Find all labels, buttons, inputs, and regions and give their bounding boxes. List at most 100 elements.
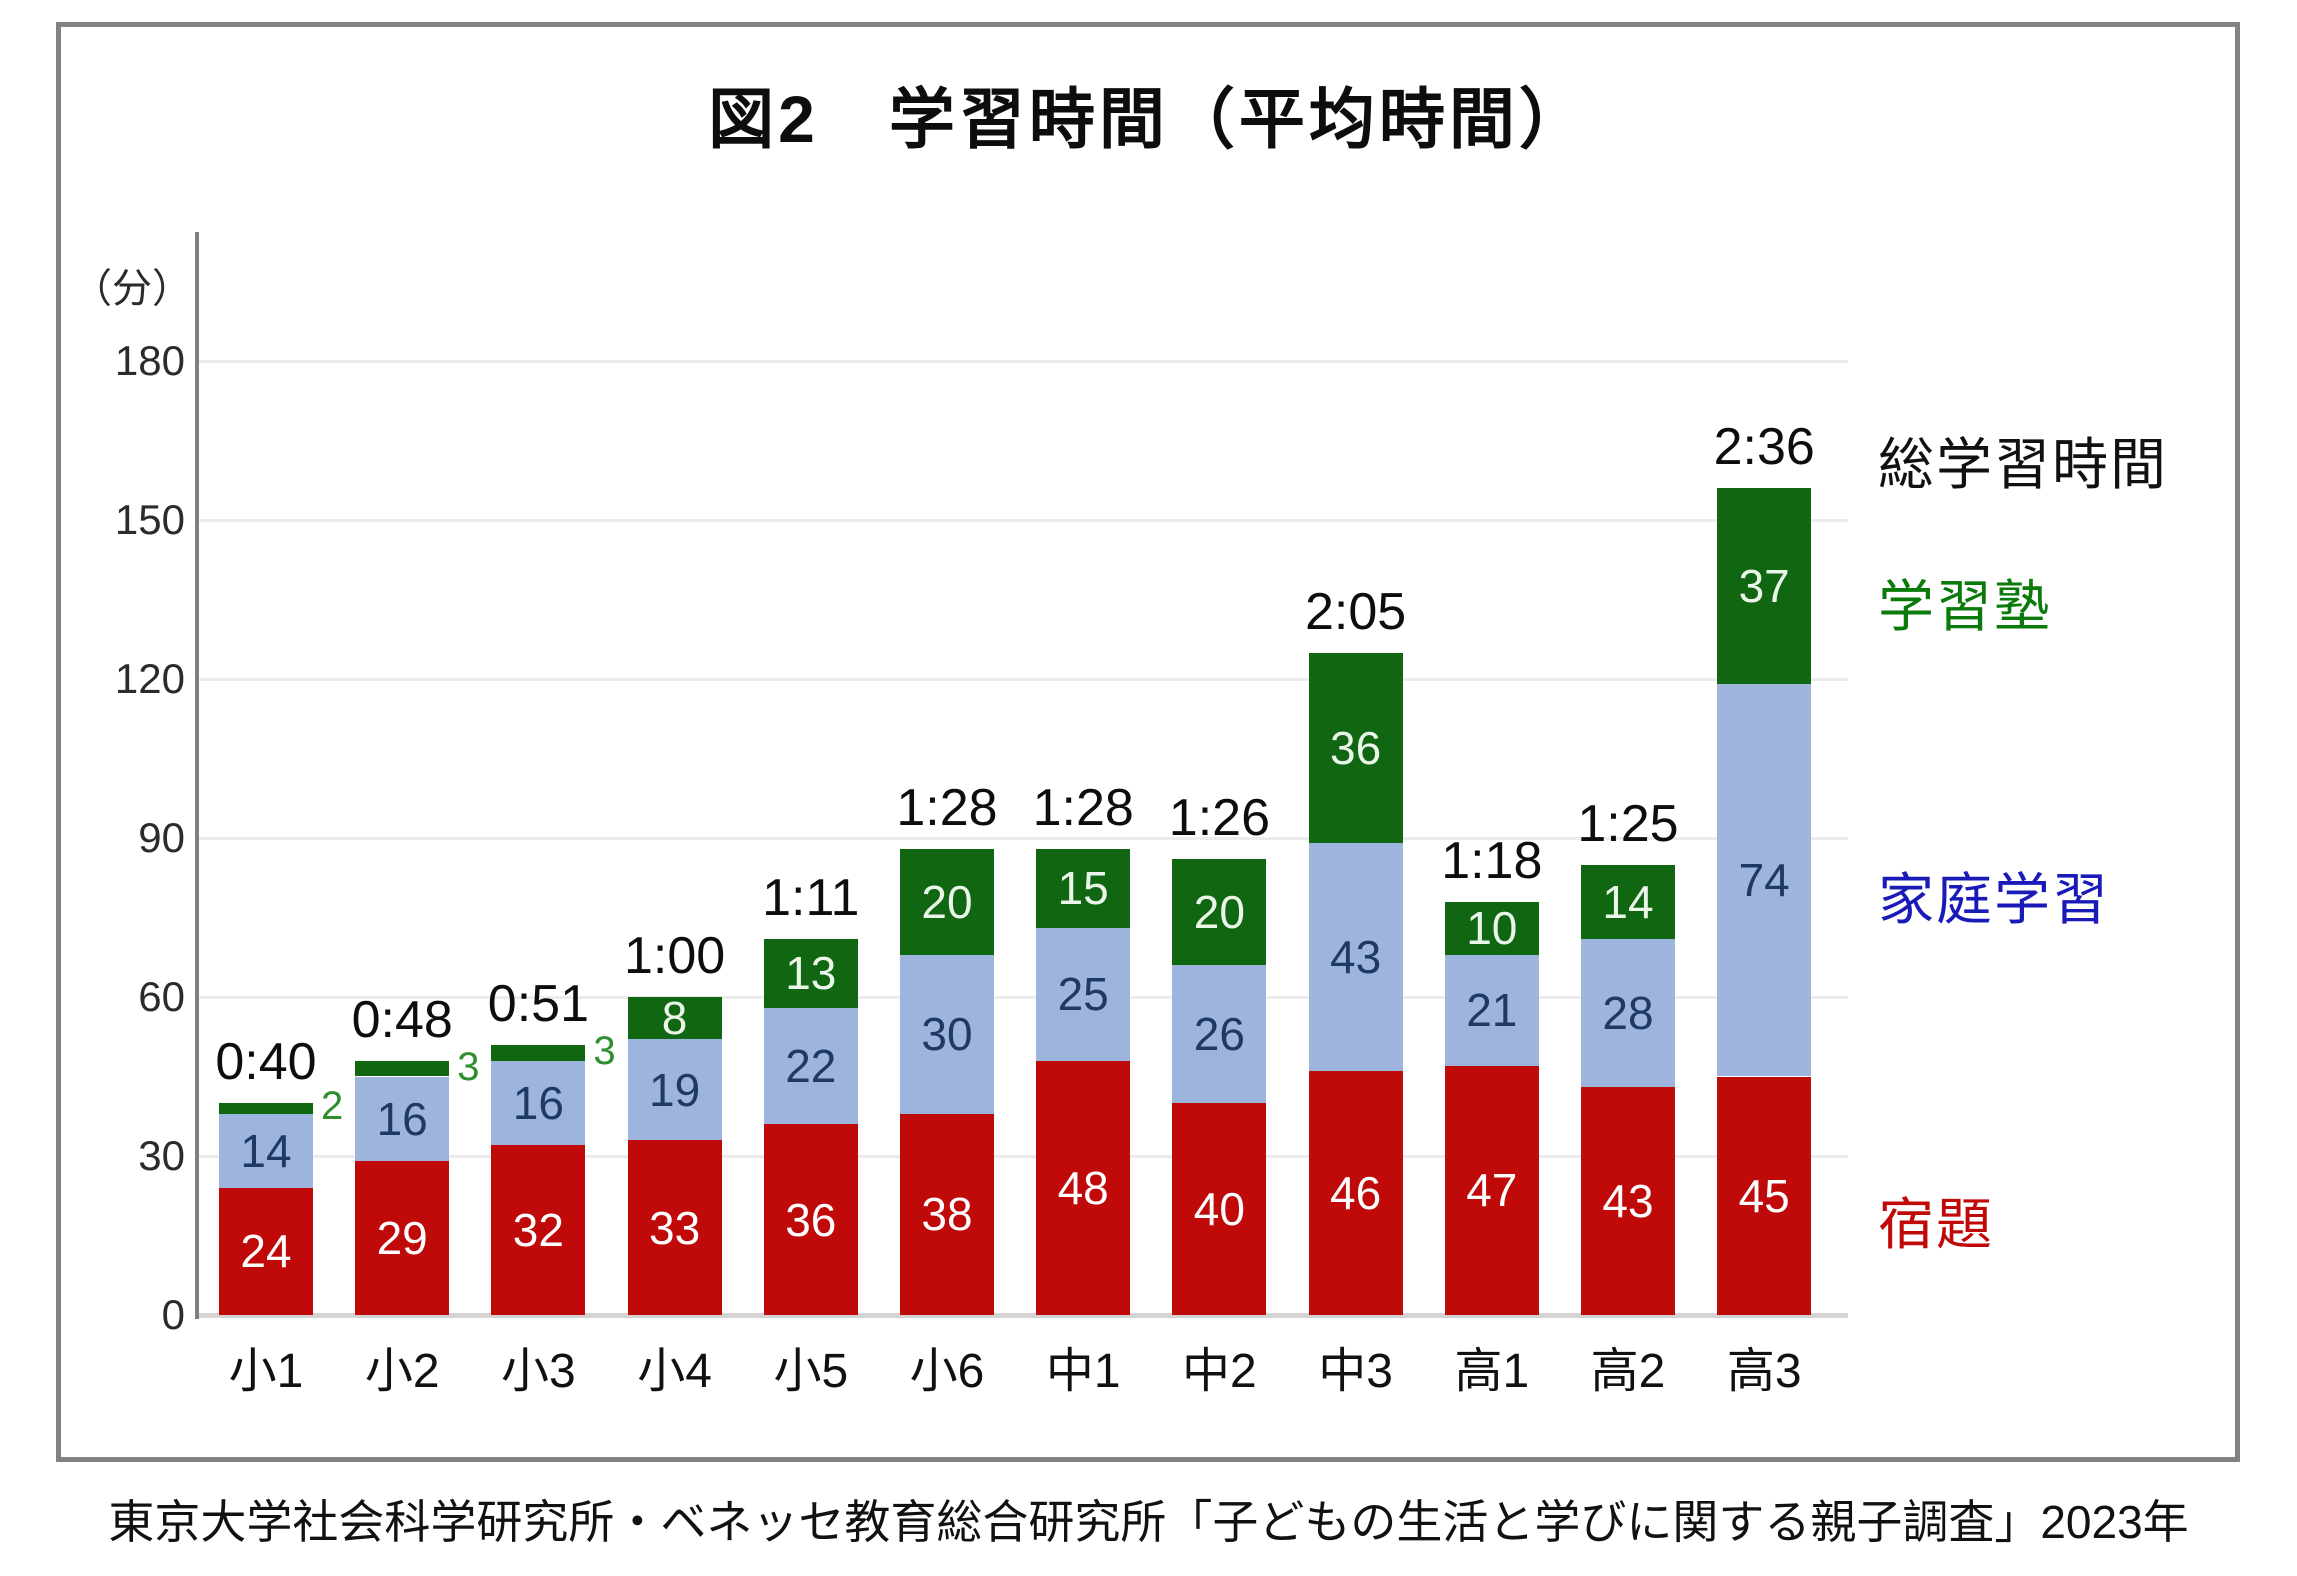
home-study-value-label: 14 [240, 1124, 292, 1177]
juku-value-label: 36 [1330, 721, 1382, 774]
total-time-label: 2:05 [1304, 582, 1407, 641]
total-time-label: 1:28 [896, 778, 998, 837]
x-tick-label: 小3 [501, 1345, 576, 1398]
x-tick-label: 高3 [1726, 1345, 1802, 1398]
juku-segment [1581, 864, 1675, 939]
gridline [198, 837, 1848, 840]
homework-value-label: 46 [1330, 1167, 1382, 1220]
x-axis-line [198, 1313, 1848, 1318]
juku-value-label: 10 [1466, 902, 1518, 955]
y-tick-label: 120 [114, 655, 185, 702]
homework-segment [1717, 1076, 1812, 1315]
home-study-value-label: 28 [1602, 986, 1654, 1039]
total-time-label: 1:28 [1032, 778, 1134, 837]
homework-segment [1308, 1071, 1403, 1315]
homework-value-label: 36 [785, 1193, 837, 1246]
juku-segment [1717, 488, 1812, 685]
home-study-segment [1172, 965, 1267, 1103]
juku-segment [1308, 652, 1403, 844]
y-axis-unit-label: （分） [72, 267, 192, 311]
juku-segment [1036, 848, 1131, 929]
source-note: 東京大学社会科学研究所・ベネッセ教育総合研究所「子どもの生活と学びに関する親子調… [108, 1496, 2189, 1548]
home-study-value-label: 16 [512, 1077, 564, 1129]
x-tick-label: 高1 [1454, 1345, 1530, 1398]
homework-value-label: 47 [1466, 1164, 1518, 1217]
x-tick-label: 小4 [637, 1345, 712, 1398]
juku-value-label: 13 [785, 947, 837, 1000]
y-tick-label: 0 [161, 1291, 185, 1338]
total-time-label: 1:26 [1168, 789, 1270, 848]
homework-value-label: 45 [1738, 1169, 1790, 1222]
x-tick-label: 小2 [364, 1345, 440, 1398]
homework-segment [1036, 1060, 1131, 1315]
home-study-segment [763, 1007, 858, 1125]
total-time-label: 1:25 [1577, 794, 1679, 853]
home-study-segment [219, 1113, 313, 1188]
homework-segment [627, 1140, 722, 1315]
legend-total-study-time: 総学習時間 [1878, 433, 2168, 496]
juku-value-label: 2 [321, 1084, 344, 1129]
total-time-label: 1:11 [762, 868, 860, 927]
homework-segment [219, 1187, 313, 1315]
home-study-value-label: 16 [376, 1092, 428, 1145]
homework-segment [763, 1124, 858, 1315]
home-study-value-label: 19 [649, 1063, 701, 1116]
home-study-segment [491, 1060, 586, 1146]
homework-segment [1581, 1087, 1675, 1315]
legend-cram-school: 学習塾 [1878, 575, 2052, 638]
home-study-segment [1581, 938, 1675, 1088]
juku-value-label: 20 [1193, 886, 1245, 939]
y-tick-label: 30 [138, 1132, 185, 1179]
homework-value-label: 24 [240, 1225, 292, 1278]
homework-value-label: 48 [1057, 1161, 1109, 1214]
homework-value-label: 29 [376, 1212, 428, 1265]
y-tick-label: 150 [114, 496, 185, 543]
home-study-segment [627, 1039, 722, 1141]
juku-segment [627, 997, 722, 1040]
home-study-value-label: 22 [785, 1039, 837, 1092]
gridline [198, 996, 1848, 999]
homework-value-label: 43 [1602, 1175, 1654, 1228]
juku-segment [491, 1044, 586, 1061]
gridline [198, 678, 1848, 681]
juku-value-label: 3 [593, 1028, 616, 1073]
total-time-label: 1:18 [1441, 831, 1543, 890]
homework-value-label: 33 [649, 1201, 701, 1254]
legend-home-study: 家庭学習 [1878, 868, 2110, 931]
home-study-segment [900, 954, 994, 1114]
home-study-segment [1717, 684, 1812, 1077]
total-time-label: 0:48 [351, 990, 453, 1049]
juku-value-label: 37 [1738, 560, 1790, 613]
juku-value-label: 8 [661, 992, 688, 1045]
juku-value-label: 14 [1602, 875, 1654, 928]
x-tick-label: 小6 [909, 1345, 985, 1398]
juku-segment [219, 1103, 313, 1114]
total-time-label: 1:00 [623, 927, 726, 985]
juku-value-label: 20 [921, 875, 973, 928]
total-time-label: 0:51 [487, 974, 589, 1033]
juku-segment [763, 938, 858, 1008]
homework-value-label: 32 [512, 1204, 564, 1257]
juku-segment [355, 1060, 450, 1077]
home-study-segment [1444, 954, 1539, 1066]
homework-segment [491, 1145, 586, 1315]
x-tick-label: 中3 [1318, 1345, 1393, 1398]
y-tick-label: 90 [138, 814, 185, 861]
gridline [198, 360, 1848, 363]
home-study-value-label: 30 [921, 1008, 973, 1061]
total-time-label: 2:36 [1713, 418, 1815, 477]
homework-segment [355, 1161, 450, 1315]
juku-segment [1172, 859, 1267, 966]
gridline [198, 1155, 1848, 1158]
juku-value-label: 3 [457, 1044, 480, 1089]
x-tick-label: 小5 [773, 1345, 849, 1398]
home-study-value-label: 25 [1057, 968, 1109, 1021]
home-study-value-label: 43 [1330, 931, 1382, 984]
y-tick-label: 180 [114, 337, 185, 384]
homework-value-label: 40 [1193, 1183, 1245, 1235]
juku-segment [900, 848, 994, 955]
x-tick-label: 中2 [1182, 1345, 1257, 1398]
home-study-segment [1308, 843, 1403, 1072]
home-study-value-label: 74 [1738, 854, 1790, 907]
